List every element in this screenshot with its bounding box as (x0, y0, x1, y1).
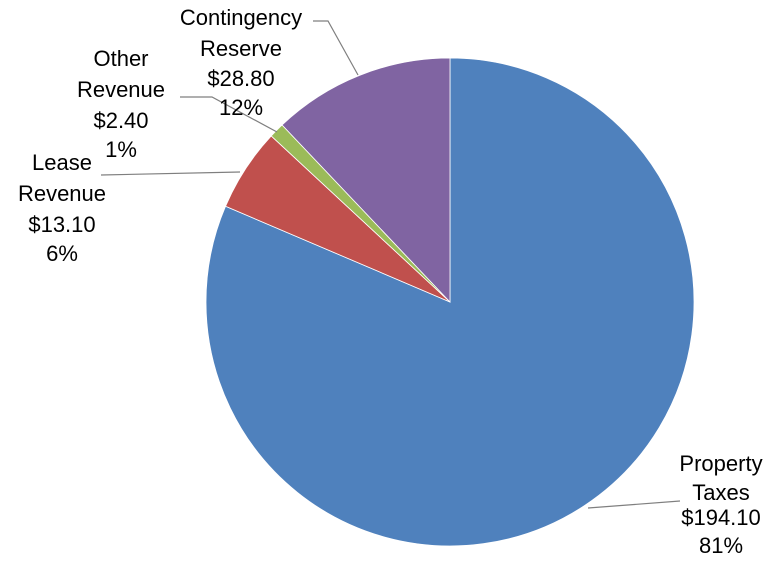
leader-line-property-taxes (587, 500, 681, 509)
label-percent: 12% (219, 95, 263, 120)
pie-slice-contingency-reserve (281, 57, 451, 304)
label-name: Other Revenue (77, 46, 165, 102)
leader-line-other-revenue (180, 96, 278, 133)
data-label-contingency-reserve: Contingency Reserve $28.80 12% (180, 5, 302, 120)
leader-line-lease-revenue (100, 171, 241, 176)
data-label-property-taxes: Property Taxes 81% $194.10 (679, 451, 762, 558)
label-percent: 81% (699, 533, 743, 558)
label-percent: 1% (105, 137, 137, 162)
label-value: $2.40 (93, 108, 148, 133)
label-value: $28.80 (207, 66, 274, 91)
label-percent: 6% (46, 241, 78, 266)
leader-lines (100, 20, 681, 509)
pie-slices (205, 57, 695, 547)
data-label-other-revenue: Other Revenue $2.40 1% (77, 46, 165, 162)
label-name: Lease Revenue (18, 150, 106, 206)
label-name: Contingency Reserve (180, 5, 302, 61)
label-name-line1: Property Taxes (679, 451, 762, 505)
data-label-lease-revenue: Lease Revenue $13.10 6% (18, 150, 106, 266)
label-value: $194.10 (681, 505, 761, 530)
leader-line-contingency-reserve (313, 20, 359, 76)
label-value: $13.10 (28, 212, 95, 237)
